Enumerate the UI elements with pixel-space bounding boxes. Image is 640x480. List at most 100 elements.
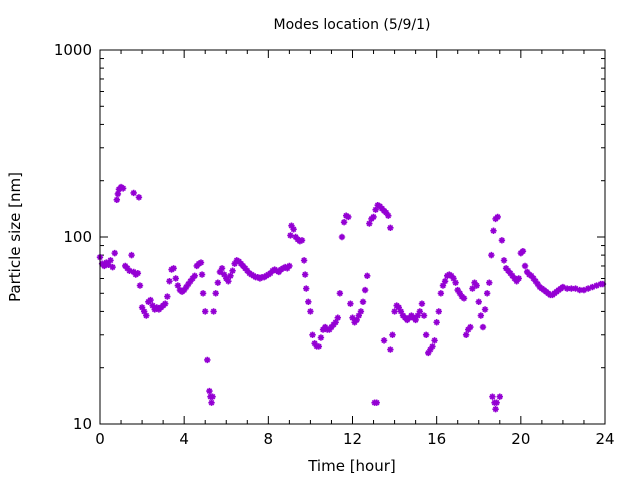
- x-tick-label: 4: [179, 430, 189, 448]
- data-point: [372, 206, 379, 213]
- data-point: [223, 275, 230, 282]
- data-point: [286, 262, 293, 270]
- data-point: [385, 212, 392, 219]
- chart-title: Modes location (5/9/1): [274, 17, 431, 33]
- data-point: [490, 227, 497, 234]
- data-point: [345, 213, 352, 221]
- x-tick-label: 0: [95, 430, 105, 448]
- data-point: [214, 279, 222, 286]
- data-point: [456, 290, 464, 297]
- data-point: [138, 304, 146, 311]
- data-point: [387, 346, 394, 353]
- data-point: [420, 312, 428, 319]
- x-tick-label: 16: [427, 430, 446, 448]
- data-point: [427, 346, 434, 353]
- y-tick-label: 10: [73, 415, 92, 433]
- data-point: [296, 237, 304, 245]
- data-point: [338, 233, 346, 241]
- data-point: [174, 282, 182, 289]
- data-point: [126, 267, 133, 274]
- data-point: [105, 261, 112, 269]
- data-point: [185, 280, 192, 288]
- data-point: [244, 267, 251, 274]
- data-point: [433, 319, 440, 326]
- data-point: [119, 185, 127, 192]
- data-point: [164, 293, 171, 300]
- data-point: [593, 282, 600, 289]
- data-point: [349, 314, 356, 321]
- data-point: [292, 233, 299, 241]
- data-point: [483, 290, 491, 297]
- data-point: [373, 399, 380, 406]
- data-point: [267, 270, 274, 277]
- data-point: [397, 308, 405, 315]
- data-point: [170, 265, 177, 272]
- data-point: [473, 282, 480, 289]
- data-point: [114, 190, 122, 198]
- data-point: [328, 323, 335, 331]
- data-point: [303, 285, 310, 292]
- x-tick-label: 8: [264, 430, 274, 448]
- y-tick-label: 1000: [54, 41, 92, 59]
- data-point: [498, 237, 506, 244]
- data-point: [172, 275, 179, 282]
- data-point: [199, 290, 207, 297]
- data-point: [359, 298, 367, 306]
- data-point: [530, 275, 537, 282]
- data-point: [191, 272, 198, 280]
- data-point: [481, 306, 489, 313]
- data-point: [523, 268, 531, 276]
- data-point: [494, 213, 501, 221]
- data-point: [389, 331, 396, 338]
- data-point: [492, 405, 499, 413]
- data-point: [448, 272, 455, 280]
- data-point: [528, 272, 535, 280]
- data-point: [220, 271, 228, 278]
- data-point: [370, 213, 377, 221]
- data-point: [460, 295, 468, 302]
- data-point: [584, 285, 592, 292]
- data-point: [437, 290, 445, 297]
- data-point: [101, 262, 108, 270]
- data-point: [326, 326, 333, 333]
- data-point: [180, 286, 188, 294]
- data-point: [113, 196, 121, 204]
- data-point: [275, 268, 283, 276]
- data-point: [198, 271, 206, 278]
- data-point: [534, 280, 541, 288]
- data-point: [134, 270, 142, 277]
- data-point: [229, 267, 236, 274]
- data-point: [290, 226, 297, 233]
- data-point: [210, 308, 217, 315]
- data-point: [340, 218, 348, 226]
- data-point: [412, 316, 419, 324]
- data-point: [187, 278, 194, 285]
- data-point: [166, 278, 173, 285]
- data-point: [241, 265, 249, 272]
- data-point: [496, 393, 503, 400]
- data-point: [589, 283, 596, 291]
- data-point: [216, 268, 224, 276]
- data-point: [418, 300, 426, 307]
- data-point: [218, 265, 226, 272]
- data-point: [189, 275, 196, 282]
- data-point: [309, 331, 316, 338]
- data-point: [361, 286, 369, 294]
- data-point: [140, 308, 148, 315]
- data-point: [568, 285, 575, 292]
- x-tick-label: 24: [595, 430, 614, 448]
- data-point: [489, 393, 496, 400]
- data-point: [287, 232, 294, 239]
- data-point: [502, 265, 510, 272]
- data-point: [465, 326, 472, 333]
- data-point: [315, 343, 323, 350]
- data-point: [288, 222, 295, 229]
- data-point: [143, 312, 150, 319]
- data-point: [500, 257, 508, 264]
- data-point: [130, 268, 137, 276]
- x-tick-label: 12: [343, 430, 362, 448]
- data-point: [334, 314, 341, 321]
- data-point: [311, 340, 318, 347]
- data-point: [364, 272, 371, 280]
